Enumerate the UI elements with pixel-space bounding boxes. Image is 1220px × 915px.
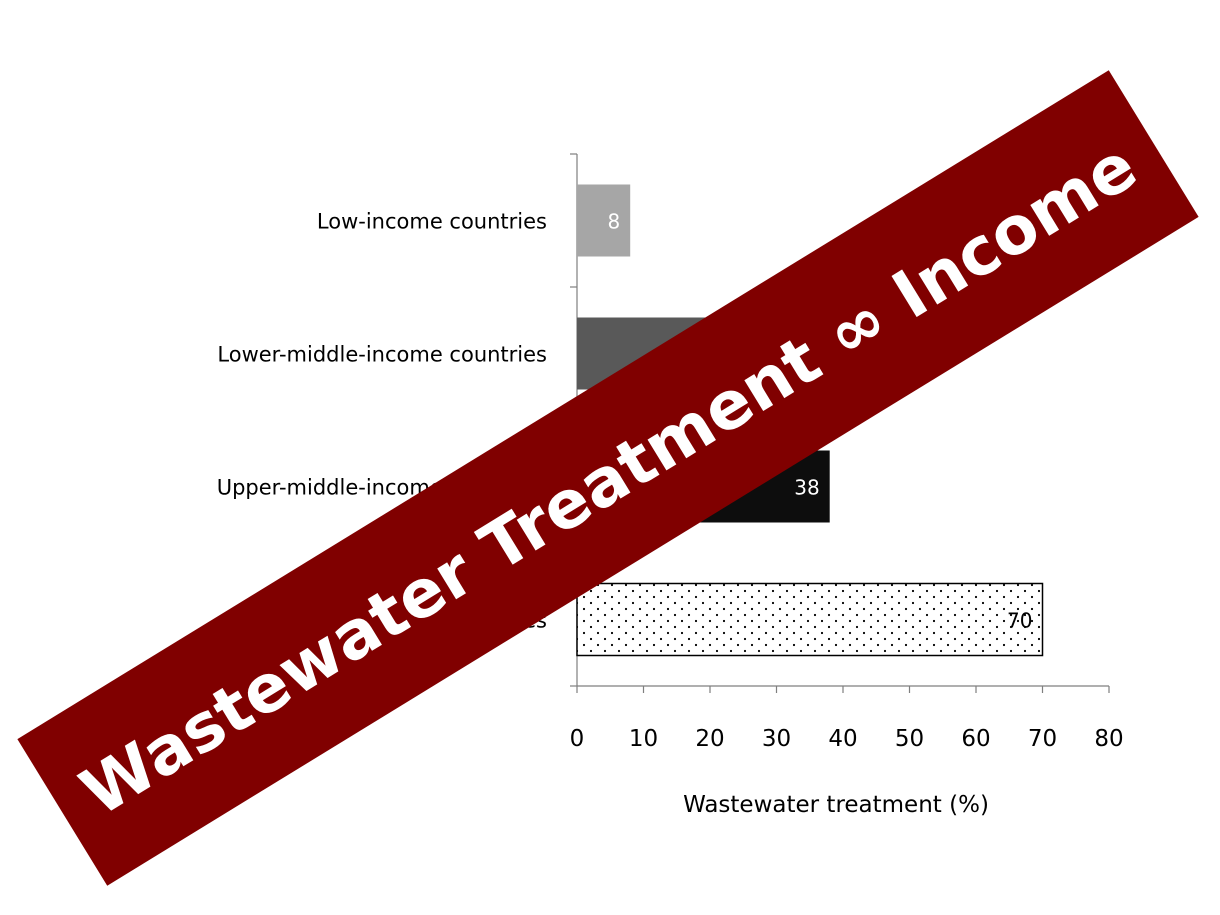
- x-tick-label: 30: [762, 726, 791, 752]
- bar: [576, 582, 1044, 657]
- category-label: Low-income countries: [317, 210, 547, 234]
- x-tick-label: 10: [629, 726, 658, 752]
- x-tick-label: 50: [895, 726, 924, 752]
- x-tick-label: 80: [1094, 726, 1123, 752]
- category-label: Lower-middle-income countries: [217, 343, 547, 367]
- x-tick-label: 60: [961, 726, 990, 752]
- x-tick-label: 40: [828, 726, 857, 752]
- data-label: 38: [794, 476, 819, 500]
- x-tick-label: 20: [695, 726, 724, 752]
- banner-background: [17, 70, 1199, 886]
- bar: [577, 184, 631, 257]
- x-tick-label: 70: [1028, 726, 1057, 752]
- data-label: 70: [1007, 609, 1032, 633]
- data-label: 8: [607, 210, 620, 234]
- x-axis-title: Wastewater treatment (%): [683, 792, 989, 818]
- x-tick-label: 0: [570, 726, 585, 752]
